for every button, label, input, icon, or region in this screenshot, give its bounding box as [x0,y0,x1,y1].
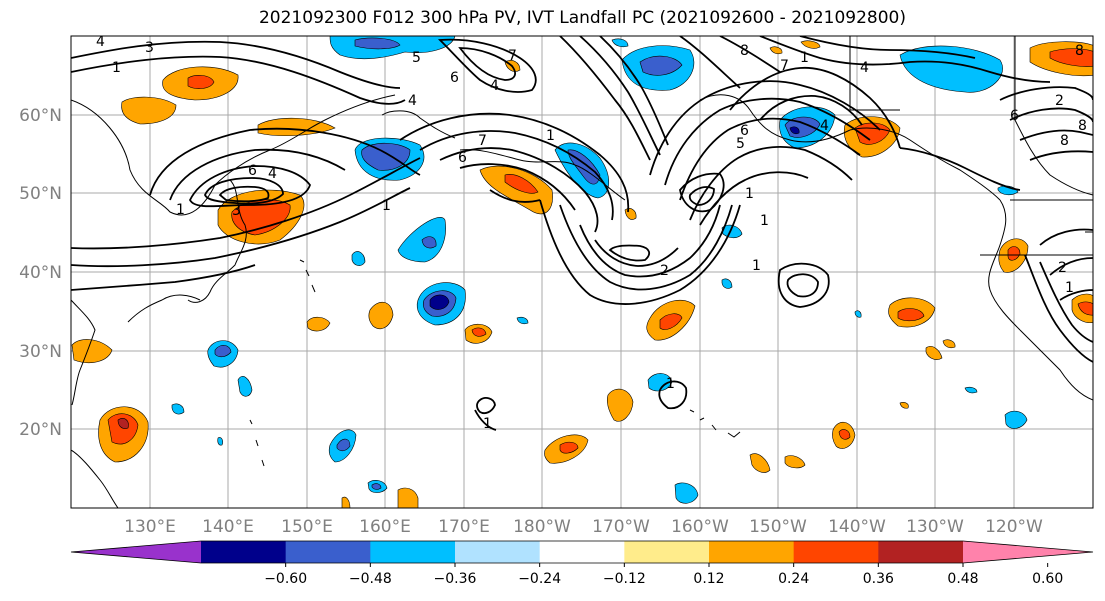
contour-label: 4 [408,93,417,109]
lon-label: 150°E [281,517,333,537]
contour-label: 6 [1010,108,1019,124]
contour-label: 7 [508,48,517,64]
contour-label: 1 [752,258,761,274]
contour-label: 7 [780,58,789,74]
contour-label: 3 [145,40,154,56]
colorbar-segment [793,541,879,563]
colorbar-segment [370,541,456,563]
contour-label: 6 [248,163,257,179]
contour-label: 1 [666,376,675,392]
contour-label: 7 [478,133,487,149]
contour-label: 1 [760,213,769,229]
pv-contours [71,36,1093,431]
latitude-labels: 60°N 50°N 40°N 30°N 20°N [19,106,62,440]
contour-label: 1 [1065,280,1074,296]
contour-label: 4 [96,34,105,50]
lon-label: 170°W [592,517,650,537]
colorbar-segment [878,541,964,563]
lat-label-60n: 60°N [19,106,62,126]
lat-label-20n: 20°N [19,420,62,440]
lon-label: 130°E [124,517,176,537]
lon-label: 150°W [749,517,807,537]
lon-label: 180°W [513,517,571,537]
contour-label: 6 [450,70,459,86]
colorbar-tick-label: −0.12 [603,571,646,587]
colorbar-tick-label: −0.60 [264,571,307,587]
lon-label: 140°E [202,517,254,537]
lat-label-40n: 40°N [19,263,62,283]
negative-anomaly-shading [171,36,1028,504]
contour-label: 1 [483,416,492,432]
colorbar-tick-label: −0.24 [518,571,561,587]
contour-label: 8 [1075,43,1084,59]
contour-label: 2 [1058,260,1067,276]
contour-label: 4 [860,60,869,76]
colorbar-tick-label: −0.36 [434,571,477,587]
contour-label: 2 [1055,93,1064,109]
contour-label: 4 [490,78,499,94]
contour-label: 6 [740,123,749,139]
lon-label: 120°W [985,517,1043,537]
contour-label: 8 [1060,133,1069,149]
contour-label: 1 [176,202,185,218]
lat-label-50n: 50°N [19,184,62,204]
lon-label: 160°W [671,517,729,537]
colorbar-segment [455,541,541,563]
colorbar-tick-label: 0.48 [947,571,978,587]
contour-label: 1 [382,198,391,214]
colorbar-extension-high [963,541,1093,563]
contour-label: 1 [800,50,809,66]
colorbar-ticks: −0.60 −0.48 −0.36 −0.24 −0.12 0.12 0.24 0.36 0.4… [264,563,1063,587]
colorbar-tick-label: −0.48 [349,571,392,587]
contour-label: 8 [1078,118,1087,134]
colorbar-outline [70,540,1094,564]
map-frame [70,35,1094,509]
lat-label-30n: 30°N [19,342,62,362]
contour-label: 1 [112,60,121,76]
contour-label: 8 [740,43,749,59]
colorbar-segment [539,541,625,563]
colorbar-tick-label: 0.60 [1032,571,1063,587]
lon-label: 140°W [828,517,886,537]
coastlines [71,36,1093,508]
colorbar-tick-label: 0.36 [863,571,894,587]
colorbar-tick-label: 0.12 [693,571,724,587]
contour-label: 2 [660,263,669,279]
map-title: 2021092300 F012 300 hPa PV, IVT Landfall… [258,8,906,28]
colorbar-segment [201,541,287,563]
lon-label: 160°E [359,517,411,537]
lon-label: 130°W [906,517,964,537]
contour-labels: 4 1 3 1 6 4 3 1 6 7 4 8 7 5 4 6 2 5 1 1 … [96,34,1087,432]
contour-label: 1 [546,128,555,144]
colorbar-segment [285,541,371,563]
contour-label: 5 [736,136,745,152]
colorbar-tick-label: 0.24 [778,571,809,587]
longitude-labels: 130°E 140°E 150°E 160°E 170°E 180°W 170°… [124,517,1043,537]
colorbar [70,540,1094,564]
contour-label: 1 [745,186,754,202]
contour-label: 4 [268,166,277,182]
colorbar-extension-low [71,541,201,563]
lon-label: 170°E [438,517,490,537]
contour-label: 3 [232,203,241,219]
colorbar-segment [709,541,795,563]
contour-label: 4 [820,118,829,134]
colorbar-segment [624,541,710,563]
contour-label: 6 [458,150,467,166]
contour-label: 5 [412,50,421,66]
